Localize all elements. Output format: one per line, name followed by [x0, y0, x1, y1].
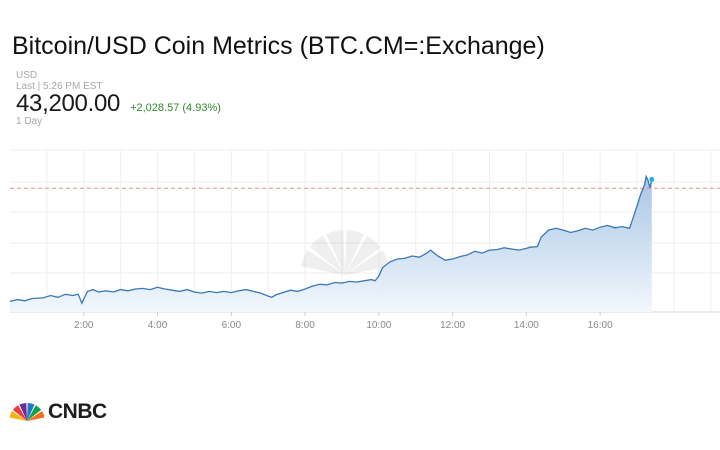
- last-price-marker: [649, 176, 655, 182]
- period-label: 1 Day: [16, 116, 43, 127]
- x-tick-label: 16:00: [588, 320, 613, 331]
- x-tick-label: 6:00: [222, 320, 242, 331]
- price-change: +2,028.57 (4.93%): [130, 102, 221, 114]
- page-title: Bitcoin/USD Coin Metrics (BTC.CM=:Exchan…: [12, 32, 545, 60]
- peacock-feather: [345, 249, 390, 275]
- peacock-feather: [19, 403, 27, 421]
- peacock-feather: [12, 405, 27, 421]
- x-tick-label: 10:00: [366, 320, 391, 331]
- x-tick-label: 4:00: [148, 320, 168, 331]
- logo-text: CNBC: [48, 400, 107, 423]
- last-price: 43,200.00: [16, 90, 121, 117]
- x-axis: 2:00 4:00 6:00 8:00 10:00 12:00 14:00 16:00: [74, 312, 613, 331]
- price-area: [10, 176, 652, 312]
- peacock-feather: [27, 405, 42, 421]
- cnbc-logo[interactable]: CNBC: [10, 400, 107, 424]
- price-chart[interactable]: CNBC 2:004:006:008:0010:0012:0014:0016:0…: [0, 140, 720, 340]
- x-tick-label: 14:00: [514, 320, 539, 331]
- peacock-feather: [10, 410, 27, 421]
- peacock-feather: [345, 230, 364, 275]
- peacock-feather: [309, 235, 345, 275]
- x-tick-label: 2:00: [74, 320, 94, 331]
- chart-svg: CNBC 2:004:006:008:0010:0012:0014:0016:0…: [9, 149, 720, 331]
- peacock-feather: [27, 403, 35, 421]
- x-tick-label: 8:00: [295, 320, 315, 331]
- last-trade-time: Last | 5:26 PM EST: [16, 81, 103, 92]
- peacock-feather: [300, 249, 345, 275]
- price-line: [9, 174, 653, 305]
- peacock-icon: [10, 403, 44, 421]
- peacock-feather: [326, 230, 345, 275]
- currency-label: USD: [16, 70, 38, 81]
- quote-block: USD Last | 5:26 PM EST 43,200.00 +2,028.…: [16, 70, 221, 127]
- price-row: 43,200.00 +2,028.57 (4.93%): [16, 92, 221, 116]
- peacock-feather: [27, 410, 44, 421]
- x-tick-label: 12:00: [440, 320, 465, 331]
- peacock-feather: [345, 235, 381, 275]
